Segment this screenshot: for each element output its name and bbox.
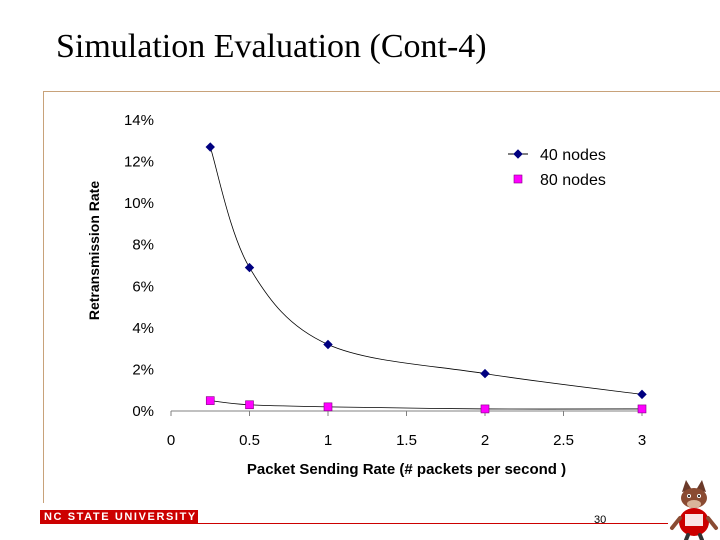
x-tick-label: 0.5 xyxy=(239,432,260,449)
legend-label-2: 80 nodes xyxy=(540,172,606,189)
y-tick-label: 2% xyxy=(132,361,154,378)
chart-frame: 0 0.5 1 1.5 2 2.5 3 0% 2% 4% 6% 8% 10% 12% 14% Packet S… xyxy=(43,91,720,503)
x-axis-label: Packet Sending Rate (# packets per secon… xyxy=(247,461,566,478)
y-tick-label: 12% xyxy=(124,154,154,171)
data-point-series-1 xyxy=(205,142,215,152)
y-tick-label: 14% xyxy=(124,112,154,129)
data-point-series-2 xyxy=(245,400,254,410)
data-point-series-2 xyxy=(205,396,215,405)
y-tick-label: 6% xyxy=(132,278,154,295)
footer-divider xyxy=(198,523,668,524)
x-tick-label: 0 xyxy=(167,432,175,449)
retransmission-chart: 0 0.5 1 1.5 2 2.5 3 0% 2% 4% 6% 8% 10% 12% 14% Packet S… xyxy=(86,112,647,478)
y-tick-label: 0% xyxy=(132,403,154,420)
y-axis-label: Retransmission Rate xyxy=(86,181,102,320)
legend-marker-2 xyxy=(513,174,523,184)
data-point-series-2 xyxy=(637,404,647,414)
x-tick-label: 3 xyxy=(638,432,646,449)
series-line-2 xyxy=(210,400,643,410)
x-tick-label: 1.5 xyxy=(396,432,417,449)
legend-label-1: 40 nodes xyxy=(540,147,606,164)
series-line-1 xyxy=(209,146,643,395)
slide-title: Simulation Evaluation (Cont-4) xyxy=(56,28,487,65)
data-point-series-1 xyxy=(323,339,333,350)
y-tick-label: 4% xyxy=(132,320,154,337)
data-point-series-1 xyxy=(244,262,255,273)
data-point-series-2 xyxy=(323,402,333,412)
x-tick-label: 1 xyxy=(324,432,332,449)
y-tick-label: 8% xyxy=(132,237,154,254)
x-tick-label: 2 xyxy=(481,432,489,449)
university-logo-bar: NC STATE UNIVERSITY xyxy=(40,510,198,524)
data-point-series-1 xyxy=(480,368,490,379)
data-point-series-1 xyxy=(637,389,647,400)
x-tick-label: 2.5 xyxy=(553,432,574,449)
university-name: NC STATE UNIVERSITY xyxy=(44,511,197,523)
y-tick-label: 10% xyxy=(124,195,154,212)
page-number: 30 xyxy=(594,514,607,526)
legend-marker-1 xyxy=(513,149,523,159)
wolf-mascot-icon xyxy=(670,480,718,540)
data-point-series-2 xyxy=(480,404,490,414)
